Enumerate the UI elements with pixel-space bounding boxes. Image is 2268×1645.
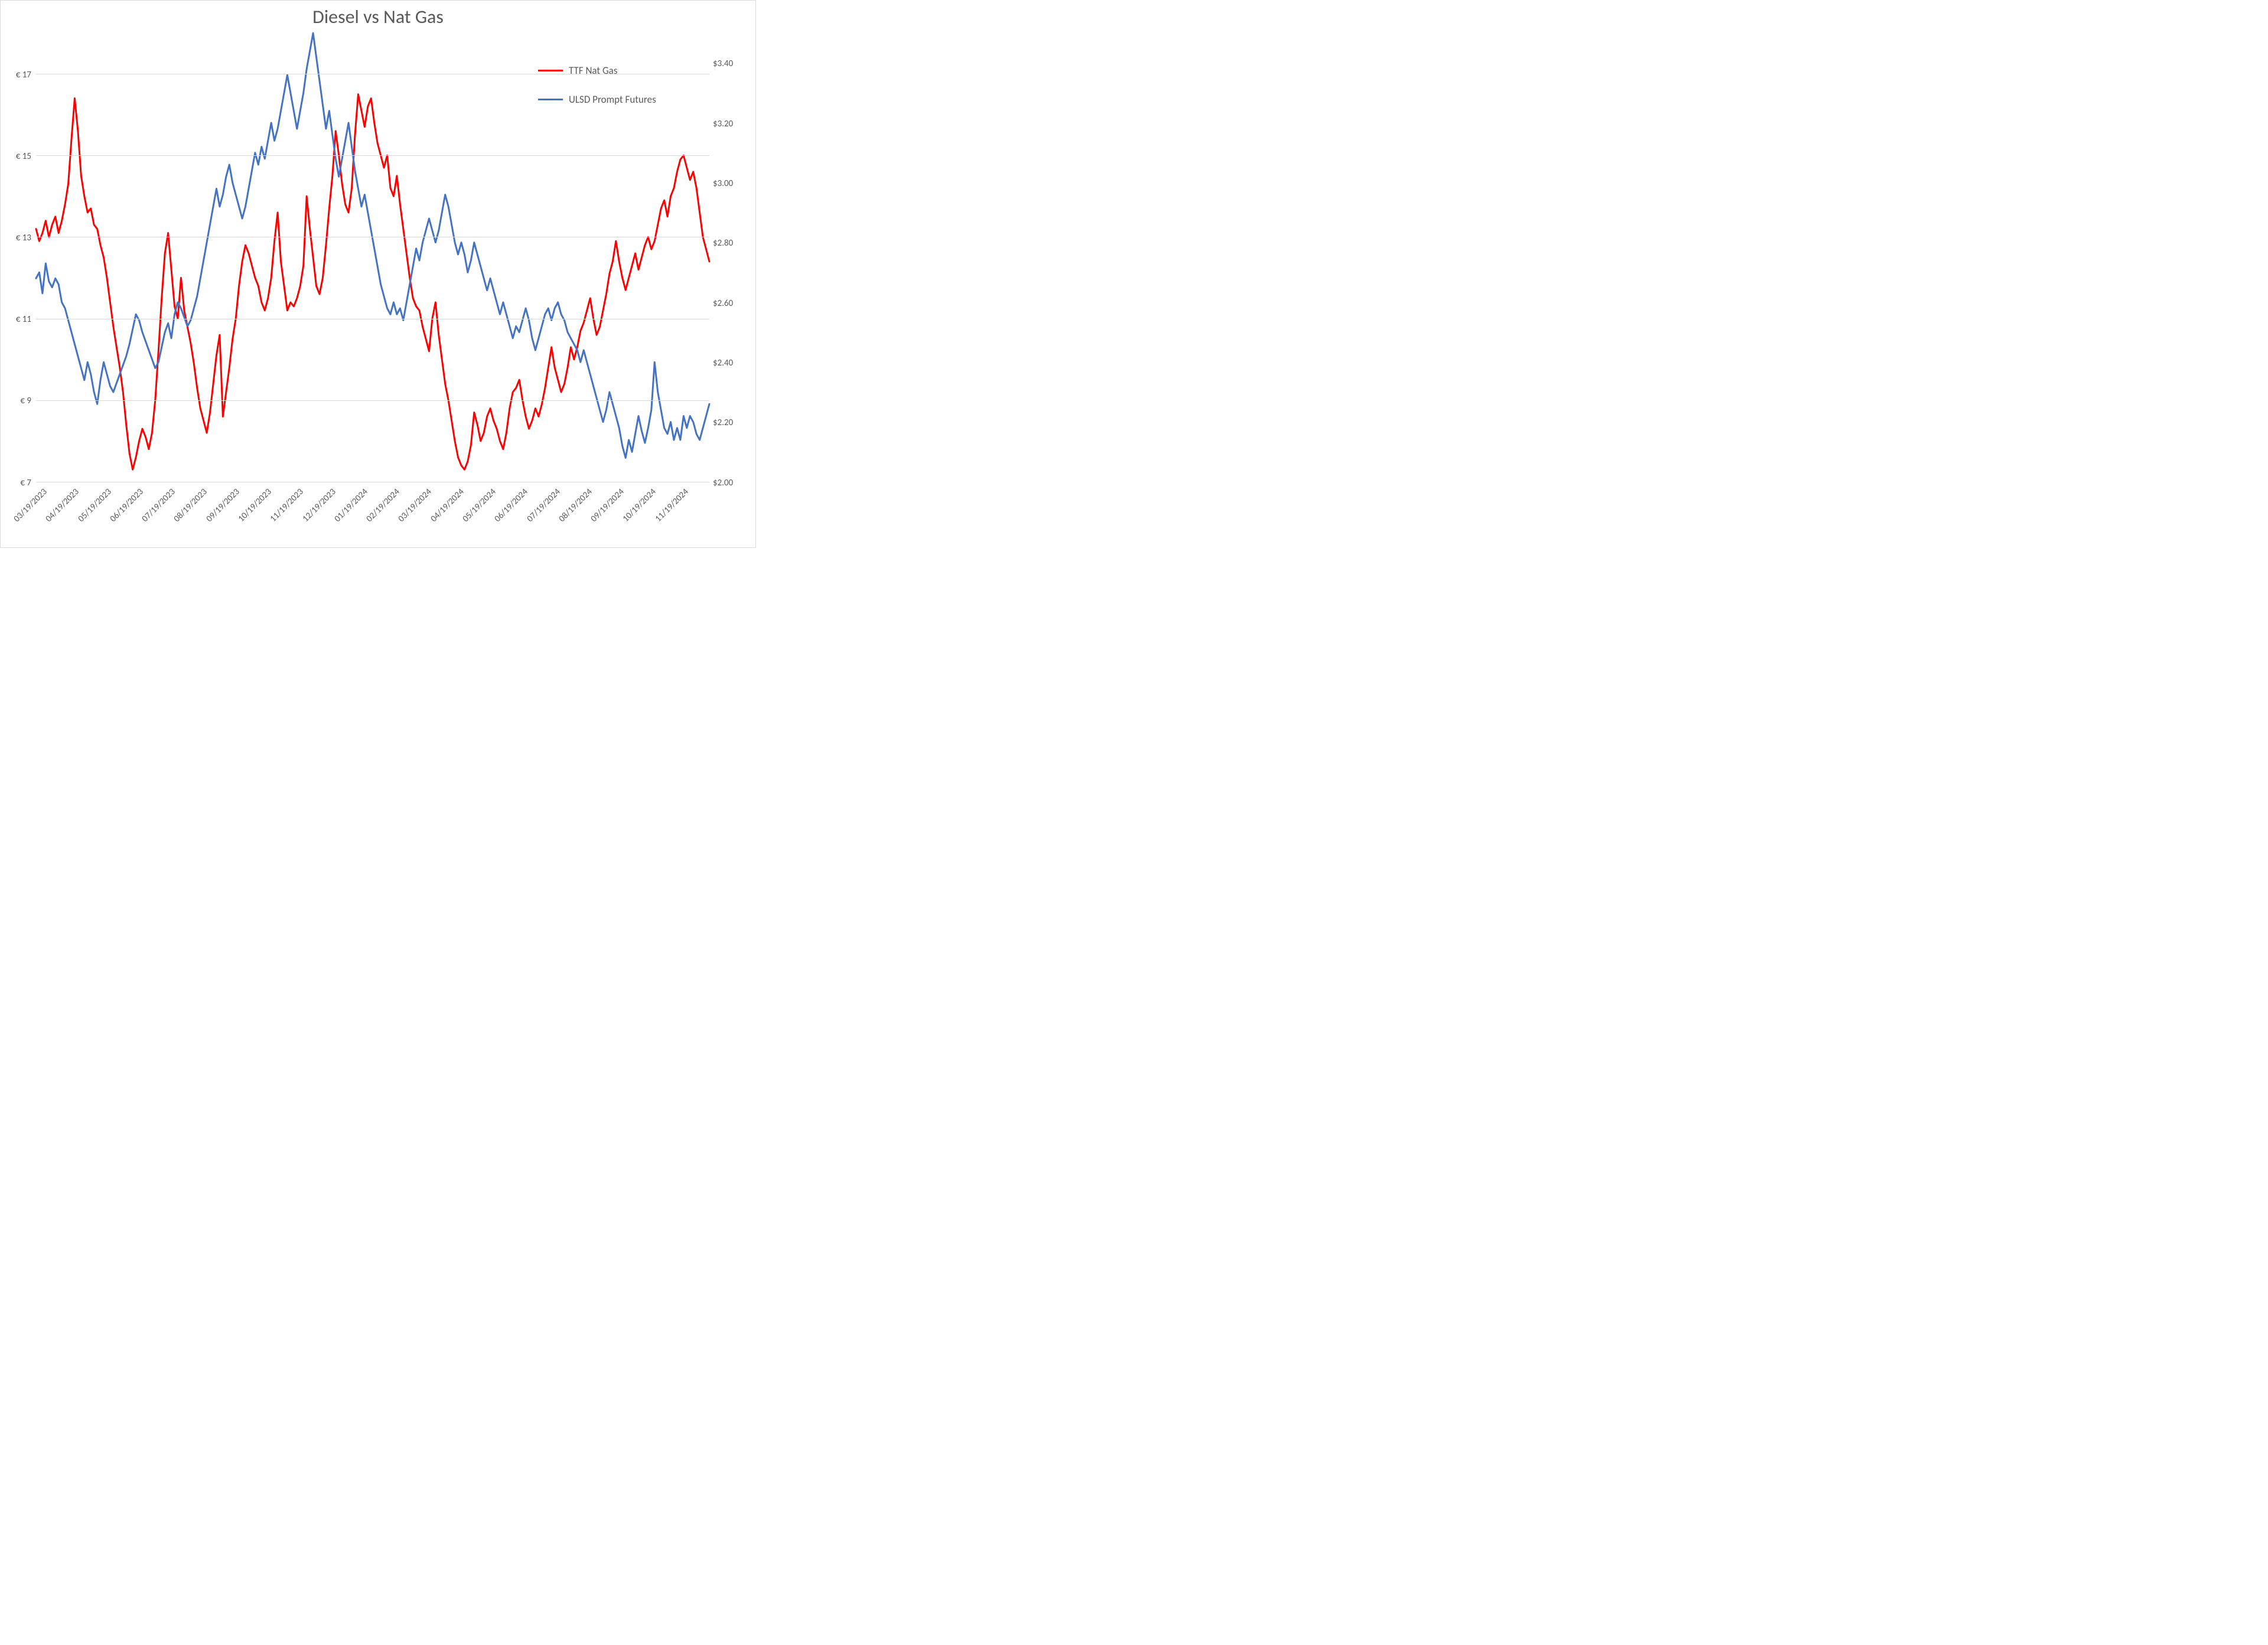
legend-swatch xyxy=(538,99,563,100)
y-right-tick-label: $2.60 xyxy=(713,298,733,309)
y-left-tick-label: € 9 xyxy=(20,396,31,406)
chart-title: Diesel vs Nat Gas xyxy=(1,1,755,28)
legend-item: TTF Nat Gas xyxy=(538,64,656,77)
legend-swatch xyxy=(538,70,563,71)
legend-label: TTF Nat Gas xyxy=(569,64,617,77)
y-right-tick-label: $2.20 xyxy=(713,417,733,428)
y-right-tick-label: $2.80 xyxy=(713,238,733,249)
series-line xyxy=(36,94,709,470)
y-right-tick-label: $2.00 xyxy=(713,478,733,488)
y-right-tick-label: $3.20 xyxy=(713,119,733,129)
y-left-tick-label: € 15 xyxy=(16,151,31,162)
y-right-tick-label: $2.40 xyxy=(713,358,733,368)
y-left-tick-label: € 11 xyxy=(16,314,31,325)
y-right-tick-label: $3.40 xyxy=(713,58,733,69)
y-right-tick-label: $3.00 xyxy=(713,178,733,189)
legend-label: ULSD Prompt Futures xyxy=(569,93,656,106)
y-left-tick-label: € 7 xyxy=(20,478,31,488)
gridline xyxy=(36,155,709,156)
y-left-tick-label: € 13 xyxy=(16,233,31,243)
gridline xyxy=(36,400,709,401)
chart-container: Diesel vs Nat Gas TTF Nat Gas ULSD Prompt… xyxy=(0,0,756,548)
legend-item: ULSD Prompt Futures xyxy=(538,93,656,106)
legend: TTF Nat Gas ULSD Prompt Futures xyxy=(538,64,656,122)
y-left-tick-label: € 17 xyxy=(16,70,31,80)
